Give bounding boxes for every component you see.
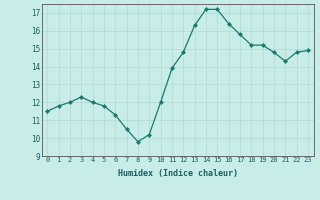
- X-axis label: Humidex (Indice chaleur): Humidex (Indice chaleur): [118, 169, 237, 178]
